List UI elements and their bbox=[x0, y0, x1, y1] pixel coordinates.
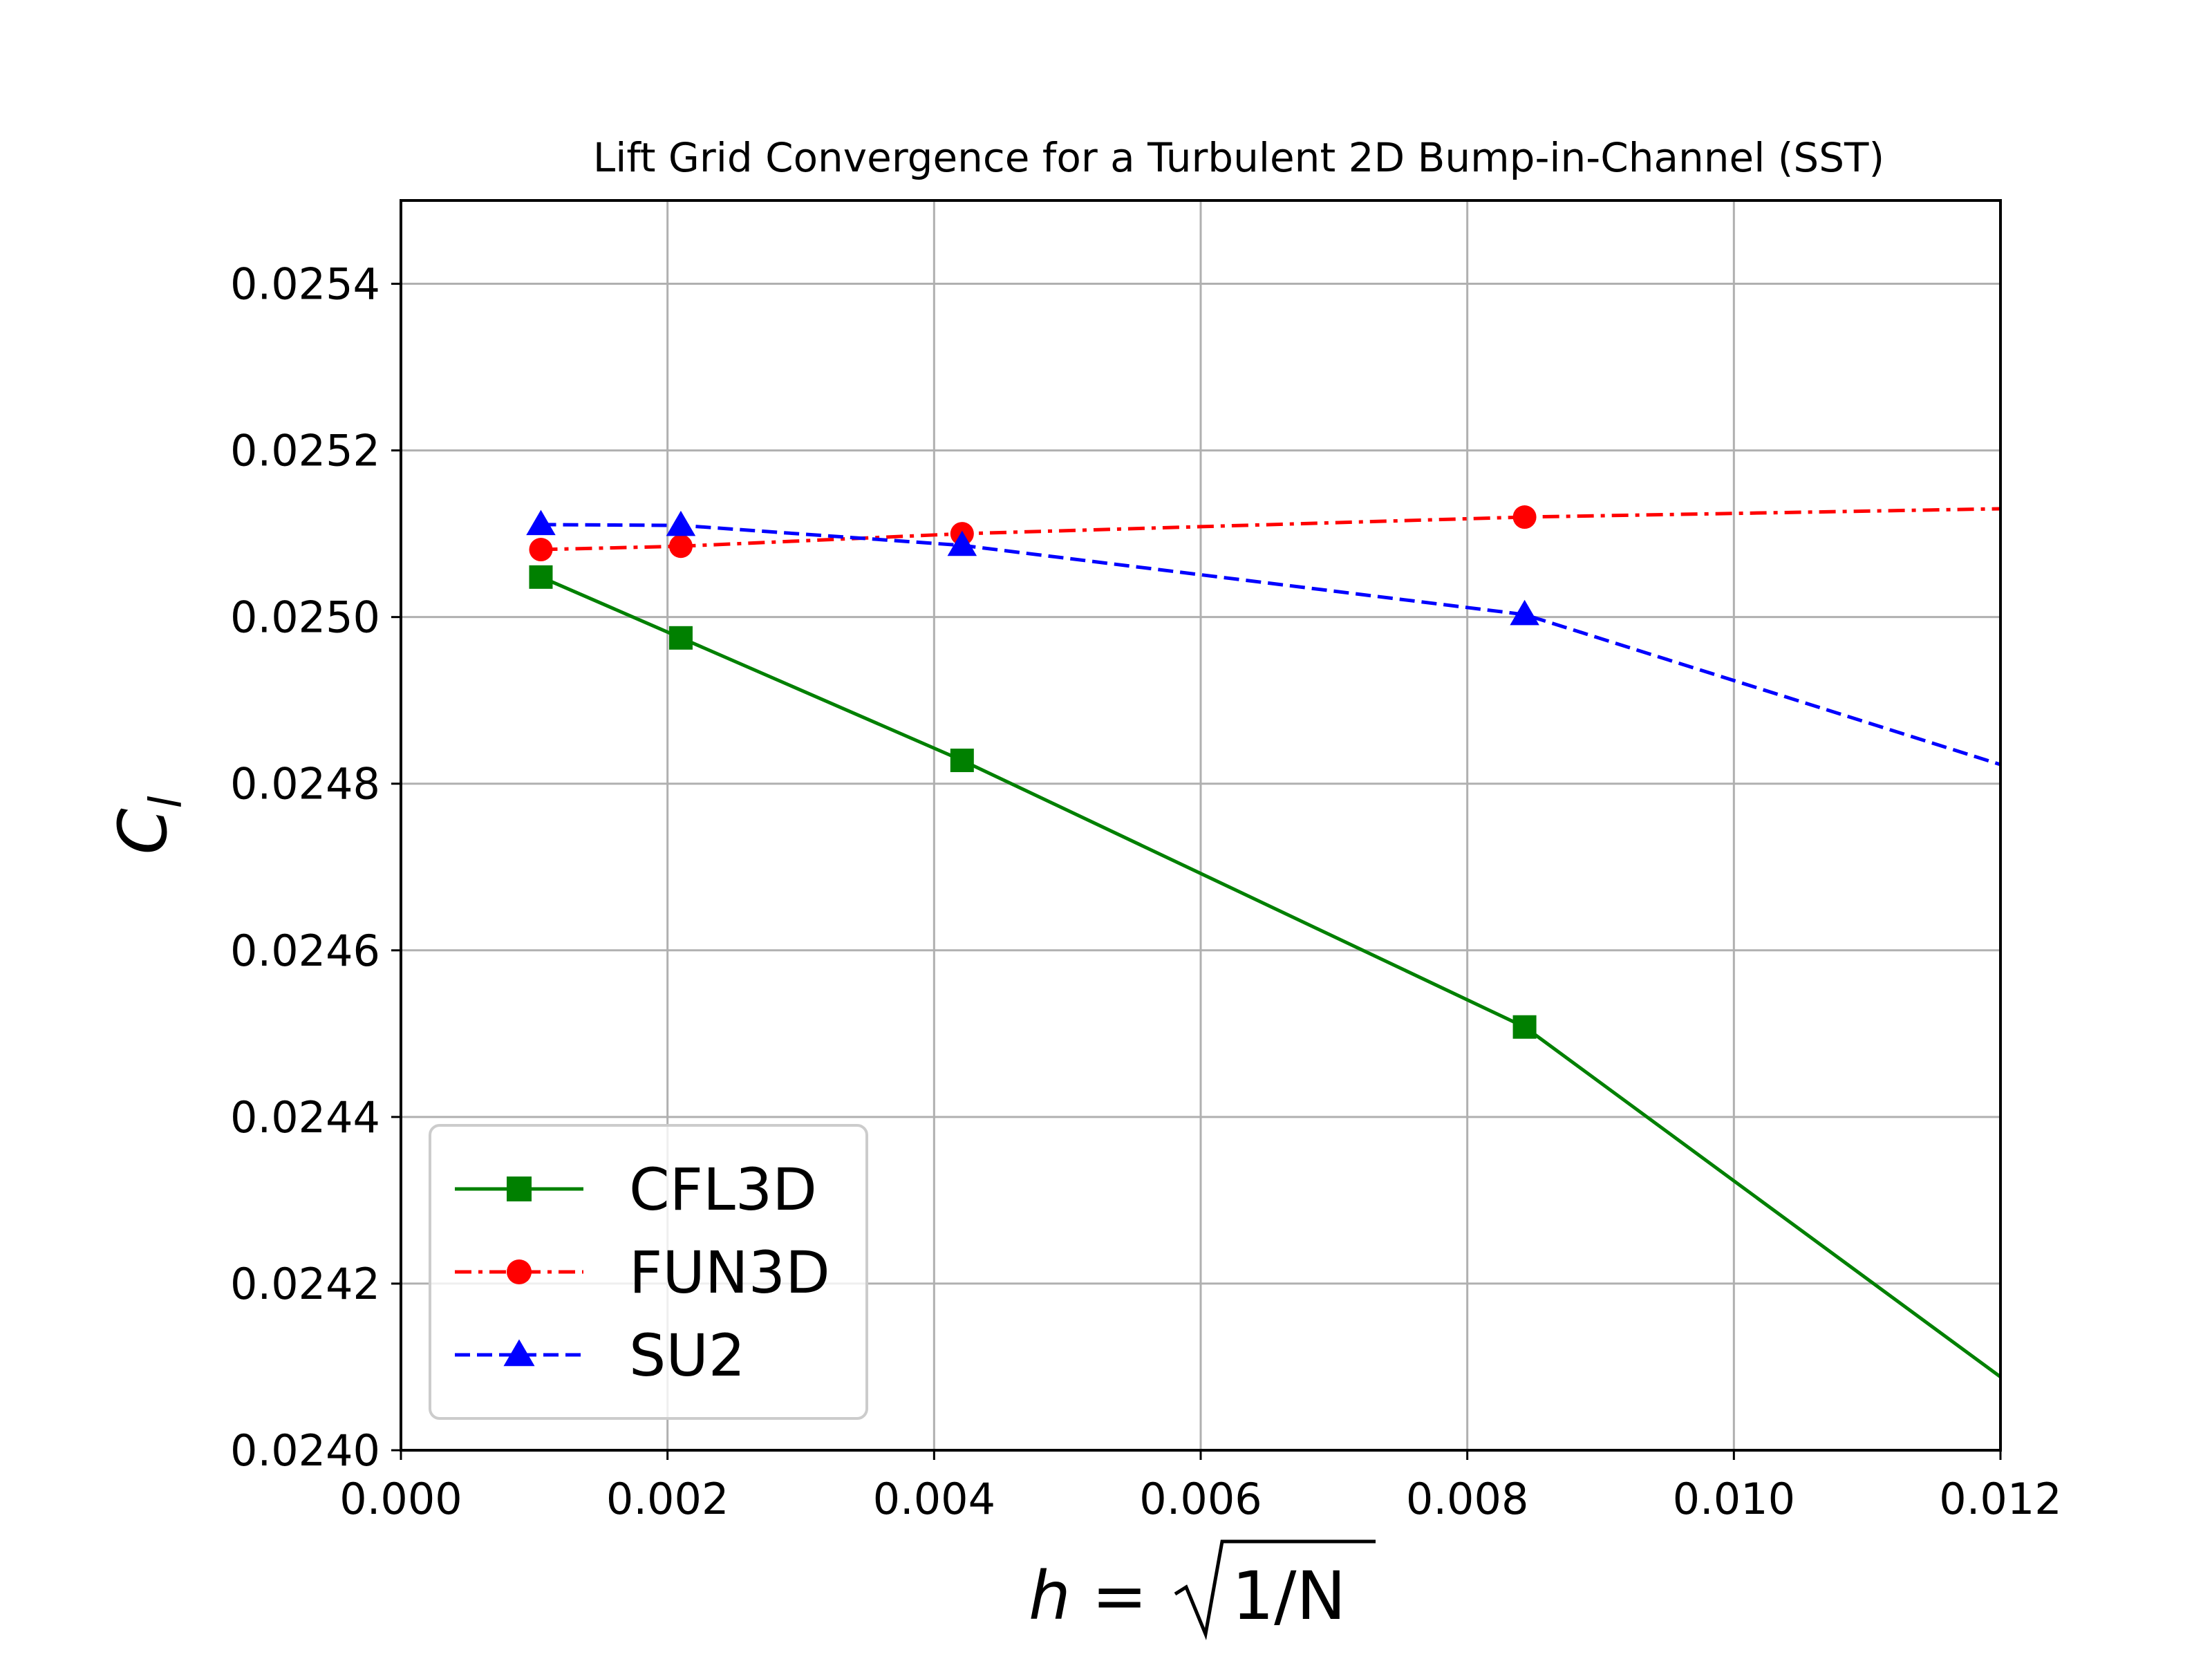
y-axis: 0.0240 0.0242 0.0244 0.0246 0.0248 0.0250 0.02… bbox=[230, 259, 401, 1476]
x-tick-label: 0.000 bbox=[339, 1474, 462, 1524]
radical-sign bbox=[1174, 1539, 1376, 1640]
x-axis-label: h = 1/N bbox=[1029, 1539, 1376, 1640]
series-cfl3d bbox=[529, 565, 2002, 1378]
x-tick-label: 0.002 bbox=[606, 1474, 729, 1524]
data-point-cfl3d bbox=[950, 748, 974, 772]
data-point-fun3d bbox=[668, 534, 693, 559]
x-tick-label: 0.012 bbox=[1939, 1474, 2062, 1524]
svg-text:1/N: 1/N bbox=[1232, 1557, 1346, 1635]
y-tick-label: 0.0252 bbox=[230, 426, 380, 476]
legend-item-cfl3d: CFL3D bbox=[455, 1156, 817, 1224]
y-tick-label: 0.0254 bbox=[230, 259, 380, 310]
y-tick-label: 0.0250 bbox=[230, 592, 380, 643]
legend-label-su2: SU2 bbox=[629, 1322, 745, 1389]
data-point-fun3d bbox=[529, 538, 553, 562]
y-axis-label: Cl bbox=[104, 796, 192, 854]
legend-item-fun3d: FUN3D bbox=[455, 1239, 830, 1306]
data-point-fun3d bbox=[1512, 505, 1537, 529]
y-tick-label: 0.0240 bbox=[230, 1425, 380, 1476]
series-lines bbox=[526, 505, 2002, 1378]
legend-label-cfl3d: CFL3D bbox=[629, 1156, 817, 1224]
legend-label-fun3d: FUN3D bbox=[629, 1239, 830, 1306]
svg-text:h =: h = bbox=[1029, 1557, 1147, 1635]
series-su2 bbox=[526, 509, 2001, 767]
data-point-cfl3d bbox=[529, 565, 553, 589]
legend: CFL3D FUN3D SU2 bbox=[429, 1124, 868, 1420]
x-tick-label: 0.006 bbox=[1139, 1474, 1262, 1524]
data-point-cfl3d bbox=[1512, 1015, 1537, 1039]
y-tick-label: 0.0246 bbox=[230, 926, 380, 976]
data-point-su2 bbox=[1510, 599, 1539, 626]
data-point-su2 bbox=[947, 530, 977, 556]
x-tick-label: 0.008 bbox=[1406, 1474, 1529, 1524]
data-point-cfl3d bbox=[668, 626, 693, 650]
legend-frame bbox=[429, 1124, 868, 1420]
legend-marker-cfl3d bbox=[507, 1177, 532, 1201]
y-tick-label: 0.0244 bbox=[230, 1092, 380, 1143]
data-point-su2 bbox=[666, 510, 696, 536]
legend-marker-fun3d bbox=[507, 1259, 532, 1284]
x-tick-label: 0.004 bbox=[873, 1474, 996, 1524]
legend-item-su2: SU2 bbox=[455, 1322, 745, 1389]
y-tick-label: 0.0248 bbox=[230, 759, 380, 809]
legend-marker-su2 bbox=[503, 1339, 535, 1367]
chart-title: Lift Grid Convergence for a Turbulent 2D… bbox=[593, 134, 1884, 181]
y-tick-label: 0.0242 bbox=[230, 1259, 380, 1309]
x-tick-label: 0.010 bbox=[1673, 1474, 1796, 1524]
data-point-su2 bbox=[526, 509, 556, 536]
x-axis: 0.000 0.002 0.004 0.006 0.008 0.010 0.012 bbox=[339, 1450, 2062, 1524]
